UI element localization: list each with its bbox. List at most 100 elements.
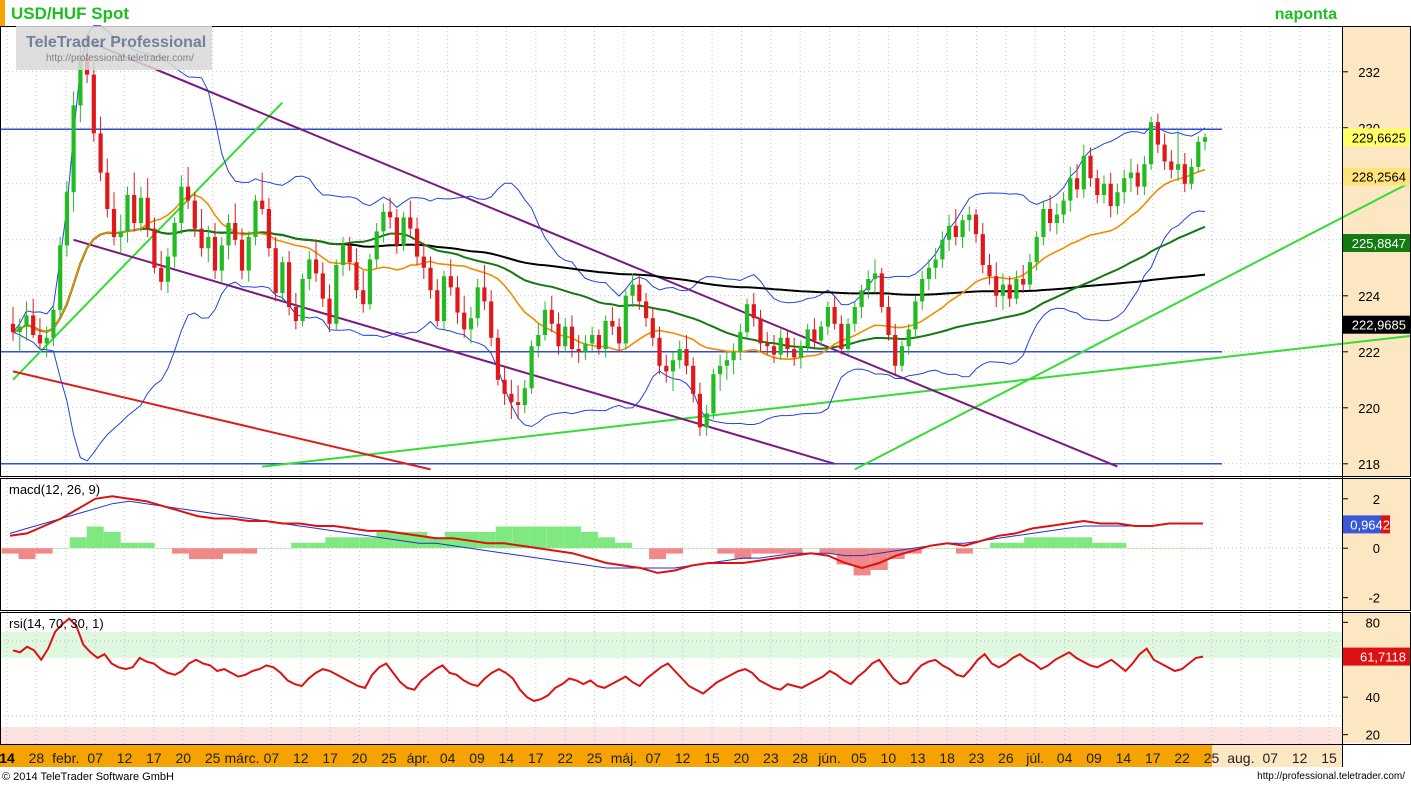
time-tick-label: 17 [1145, 750, 1161, 766]
macd-histogram-bar [1075, 537, 1093, 549]
candle-body [273, 248, 278, 293]
macd-histogram-bar [990, 542, 1007, 549]
time-tick-label: márc. [225, 750, 260, 766]
footer-url[interactable]: http://professional.teletrader.com/ [1257, 771, 1405, 782]
time-tick-label: 28 [792, 750, 808, 766]
candle-body [441, 276, 447, 321]
time-tick-label: 10 [881, 750, 897, 766]
macd-histogram-bar [171, 548, 189, 554]
teletrader-logo: TeleTrader Professional http://professio… [16, 26, 212, 70]
macd-histogram-bar [683, 548, 701, 549]
candle-body [691, 365, 696, 394]
candle-body [340, 245, 346, 265]
candle-body [765, 343, 770, 347]
value-label-text: 222,9685 [1352, 318, 1406, 333]
candle-body [347, 245, 352, 263]
time-tick-label: 07 [87, 750, 103, 766]
candle-body [212, 237, 218, 271]
candle-body [940, 239, 945, 260]
candle-body [1054, 214, 1059, 223]
value-label-text: 229,6625 [1352, 130, 1406, 145]
macd-histogram-bar [598, 537, 615, 549]
rsi-tick-label: 80 [1366, 615, 1380, 630]
macd-histogram-bar [342, 537, 360, 549]
candle-body [17, 326, 22, 333]
candle-body [751, 304, 756, 319]
candle-body [724, 360, 729, 366]
time-tick-label: 28 [29, 750, 45, 766]
macd-histogram-bar [529, 526, 547, 549]
time-axis-future-bg [1212, 745, 1342, 767]
candle-body [266, 209, 271, 249]
rsi-oversold-zone [0, 727, 1342, 744]
candle-body [1014, 279, 1019, 299]
candle-body [987, 265, 992, 277]
candle-body [219, 245, 224, 271]
time-tick-label: 17 [528, 750, 544, 766]
macd-histogram-bar [427, 537, 445, 549]
macd-histogram-bar [206, 548, 223, 560]
macd-histogram-bar [546, 526, 564, 549]
time-tick-label: 25 [587, 750, 603, 766]
rsi-overbought-zone [0, 632, 1342, 658]
candle-body [1068, 178, 1073, 201]
candle-body [866, 279, 871, 291]
candle-body [576, 349, 581, 352]
macd-signal-line [9, 500, 1203, 569]
time-tick-label: febr. [52, 750, 79, 766]
time-tick-label: 17 [146, 750, 162, 766]
candle-body [98, 133, 103, 173]
candle-body [994, 276, 999, 296]
candle-body [1041, 209, 1046, 237]
time-tick-label: 12 [293, 750, 309, 766]
candle-body [1155, 122, 1160, 145]
macd-histogram-bar [580, 531, 598, 549]
candle-body [199, 228, 204, 249]
macd-histogram-bar [376, 531, 394, 549]
time-tick-label: jún. [817, 750, 841, 766]
candle-body [852, 307, 857, 324]
candle-body [1115, 192, 1120, 207]
candle-body [280, 262, 285, 293]
candle-body [758, 318, 763, 344]
candle-body [711, 374, 716, 414]
candle-body [644, 301, 649, 319]
macd-histogram-bar [223, 548, 240, 554]
macd-histogram-bar [240, 548, 258, 554]
candle-body [745, 304, 750, 333]
candle-body [738, 332, 743, 352]
candle-body [327, 298, 332, 324]
candle-body [778, 337, 783, 355]
sma-fast [12, 168, 1206, 361]
candle-body [233, 223, 238, 240]
candle-body [886, 307, 891, 335]
candle-body [489, 301, 494, 338]
candle-body [953, 225, 958, 237]
macd-histogram-bar [291, 542, 309, 549]
macd-histogram-bar [632, 548, 650, 549]
candle-body [1027, 262, 1032, 285]
macd-title: macd(12, 26, 9) [9, 482, 100, 497]
candle-body [192, 200, 197, 229]
macd-histogram-bar [1109, 542, 1127, 549]
rsi-value-bg [1343, 647, 1410, 666]
macd-histogram-bar [393, 531, 411, 549]
candle-body [367, 259, 372, 305]
candle-body [771, 346, 777, 355]
price-tick-label: 222 [1358, 345, 1380, 360]
time-tick-label: 23 [763, 750, 779, 766]
macd-tick-label: 0 [1373, 541, 1380, 556]
candle-body [650, 318, 655, 338]
candle-body [536, 335, 541, 347]
time-tick-label: 25 [205, 750, 221, 766]
candle-body [239, 239, 245, 271]
candle-body [468, 318, 474, 330]
candle-body [159, 267, 164, 282]
candle-body [475, 287, 480, 319]
macd-panel-border [0, 478, 1411, 611]
value-label-text: 228,2564 [1352, 170, 1406, 185]
macd-value-accent [1381, 515, 1390, 534]
candle-body [1122, 178, 1127, 193]
